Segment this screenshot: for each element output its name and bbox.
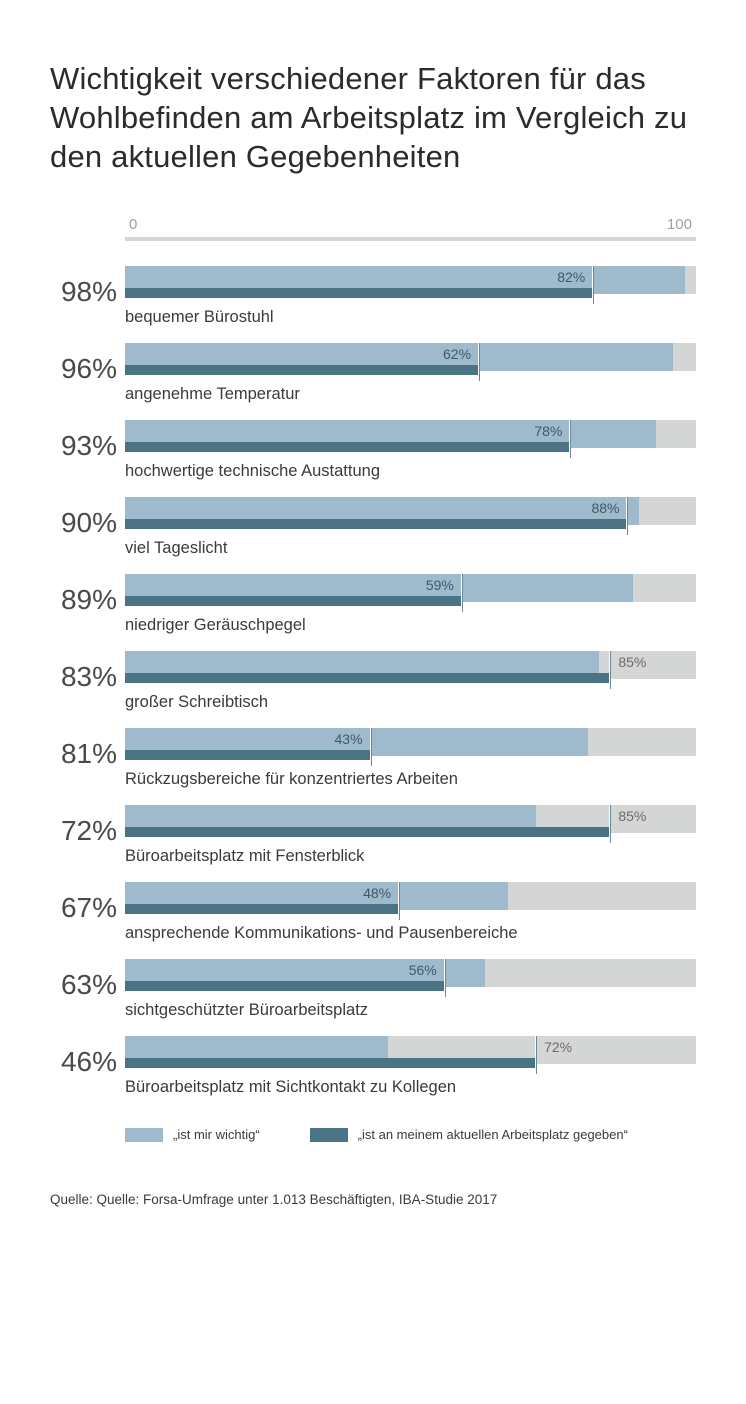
actual-percent-label: 82% — [557, 269, 585, 285]
legend-swatch-actual — [310, 1128, 348, 1142]
actual-percent-label: 85% — [618, 808, 646, 824]
actual-percent-label: 72% — [544, 1039, 572, 1055]
bar-row: 93%78%hochwertige technische Austattung — [125, 420, 696, 481]
bar-track: 72% — [125, 1036, 696, 1064]
bar-row: 89%59%niedriger Geräuschpegel — [125, 574, 696, 635]
bar-track: 88% — [125, 497, 696, 525]
bar-actual-tick — [592, 266, 594, 304]
bar-row: 81%43%Rückzugsbereiche für konzentrierte… — [125, 728, 696, 789]
actual-percent-label: 48% — [363, 885, 391, 901]
bar-track: 43% — [125, 728, 696, 756]
row-label: angenehme Temperatur — [125, 385, 696, 404]
row-label: viel Tageslicht — [125, 539, 696, 558]
legend-label-importance: „ist mir wichtig“ — [173, 1127, 260, 1142]
actual-percent-label: 56% — [409, 962, 437, 978]
importance-percent: 98% — [37, 276, 117, 308]
row-label: großer Schreibtisch — [125, 693, 696, 712]
actual-percent-label: 62% — [443, 346, 471, 362]
row-label: hochwertige technische Austattung — [125, 462, 696, 481]
row-label: Rückzugsbereiche für konzentriertes Arbe… — [125, 770, 696, 789]
chart-title: Wichtigkeit verschiedener Faktoren für d… — [50, 60, 696, 176]
bar-row: 96%62%angenehme Temperatur — [125, 343, 696, 404]
row-label: Büroarbeitsplatz mit Sichtkontakt zu Kol… — [125, 1078, 696, 1097]
bar-actual — [125, 1058, 536, 1068]
bar-actual-tick — [609, 805, 611, 843]
bar-track: 82% — [125, 266, 696, 294]
axis-line — [125, 237, 696, 241]
bar-track: 78% — [125, 420, 696, 448]
bar-actual-tick — [626, 497, 628, 535]
bar-actual-tick — [444, 959, 446, 997]
importance-percent: 46% — [37, 1046, 117, 1078]
bar-track: 56% — [125, 959, 696, 987]
bar-row: 46%72%Büroarbeitsplatz mit Sichtkontakt … — [125, 1036, 696, 1097]
bar-track: 85% — [125, 651, 696, 679]
bar-actual-tick — [398, 882, 400, 920]
bar-actual — [125, 827, 610, 837]
bar-actual-tick — [370, 728, 372, 766]
bar-row: 72%85%Büroarbeitsplatz mit Fensterblick — [125, 805, 696, 866]
axis-labels: 0 100 — [125, 216, 696, 237]
legend-actual: „ist an meinem aktuellen Arbeitsplatz ge… — [310, 1127, 628, 1142]
bar-row: 83%85%großer Schreibtisch — [125, 651, 696, 712]
bar-row: 67%48%ansprechende Kommunikations- und P… — [125, 882, 696, 943]
legend-swatch-importance — [125, 1128, 163, 1142]
bar-row: 98%82%bequemer Bürostuhl — [125, 266, 696, 327]
bar-actual — [125, 750, 371, 760]
bar-actual — [125, 442, 570, 452]
bar-rows: 98%82%bequemer Bürostuhl96%62%angenehme … — [125, 266, 696, 1097]
importance-percent: 72% — [37, 815, 117, 847]
bar-actual-tick — [569, 420, 571, 458]
bar-actual — [125, 365, 479, 375]
importance-percent: 83% — [37, 661, 117, 693]
bar-actual — [125, 596, 462, 606]
bar-row: 63%56%sichtgeschützter Büroarbeitsplatz — [125, 959, 696, 1020]
actual-percent-label: 88% — [591, 500, 619, 516]
bar-track: 59% — [125, 574, 696, 602]
importance-percent: 93% — [37, 430, 117, 462]
importance-percent: 81% — [37, 738, 117, 770]
row-label: ansprechende Kommunikations- und Pausenb… — [125, 924, 696, 943]
importance-percent: 67% — [37, 892, 117, 924]
chart-area: 0 100 98%82%bequemer Bürostuhl96%62%ange… — [125, 216, 696, 1097]
axis-max: 100 — [667, 216, 692, 233]
bar-actual — [125, 519, 627, 529]
actual-percent-label: 78% — [534, 423, 562, 439]
bar-actual — [125, 673, 610, 683]
bar-track: 62% — [125, 343, 696, 371]
bar-actual — [125, 288, 593, 298]
row-label: niedriger Geräuschpegel — [125, 616, 696, 635]
bar-track: 85% — [125, 805, 696, 833]
bar-actual-tick — [609, 651, 611, 689]
actual-percent-label: 59% — [426, 577, 454, 593]
importance-percent: 96% — [37, 353, 117, 385]
bar-actual-tick — [535, 1036, 537, 1074]
bar-actual-tick — [478, 343, 480, 381]
importance-percent: 89% — [37, 584, 117, 616]
bar-actual-tick — [461, 574, 463, 612]
actual-percent-label: 43% — [335, 731, 363, 747]
source-text: Quelle: Quelle: Forsa-Umfrage unter 1.01… — [50, 1192, 696, 1207]
actual-percent-label: 85% — [618, 654, 646, 670]
row-label: Büroarbeitsplatz mit Fensterblick — [125, 847, 696, 866]
legend-importance: „ist mir wichtig“ — [125, 1127, 260, 1142]
bar-actual — [125, 981, 445, 991]
bar-row: 90%88%viel Tageslicht — [125, 497, 696, 558]
bar-actual — [125, 904, 399, 914]
legend-label-actual: „ist an meinem aktuellen Arbeitsplatz ge… — [358, 1127, 628, 1142]
legend: „ist mir wichtig“ „ist an meinem aktuell… — [125, 1127, 696, 1142]
row-label: sichtgeschützter Büroarbeitsplatz — [125, 1001, 696, 1020]
bar-track: 48% — [125, 882, 696, 910]
row-label: bequemer Bürostuhl — [125, 308, 696, 327]
importance-percent: 90% — [37, 507, 117, 539]
axis-min: 0 — [129, 216, 137, 233]
importance-percent: 63% — [37, 969, 117, 1001]
